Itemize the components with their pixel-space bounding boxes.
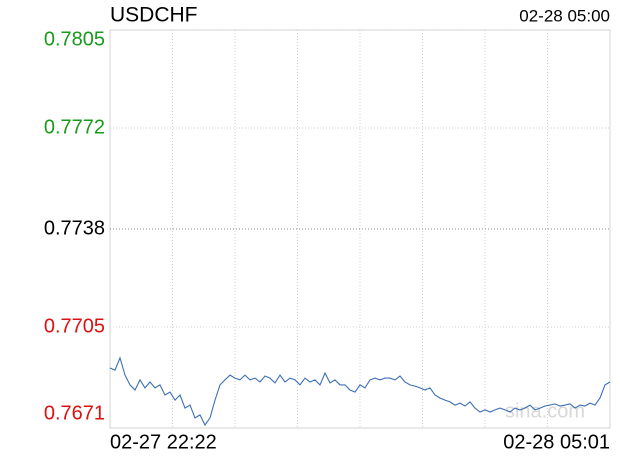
price-line — [109, 356, 611, 427]
chart-time: 02-28 05:00 — [519, 6, 610, 25]
x-tick-label: 02-27 22:22 — [110, 431, 217, 453]
chart-title: USDCHF — [110, 4, 198, 27]
y-tick-label: 0.7705 — [44, 315, 105, 337]
y-tick-label: 0.7805 — [44, 28, 105, 50]
x-tick-label: 02-28 05:01 — [503, 431, 610, 453]
y-tick-label: 0.7772 — [44, 116, 105, 138]
y-tick-label: 0.7738 — [44, 217, 105, 239]
y-tick-label: 0.7671 — [44, 402, 105, 424]
watermark: sina.com — [505, 400, 585, 422]
